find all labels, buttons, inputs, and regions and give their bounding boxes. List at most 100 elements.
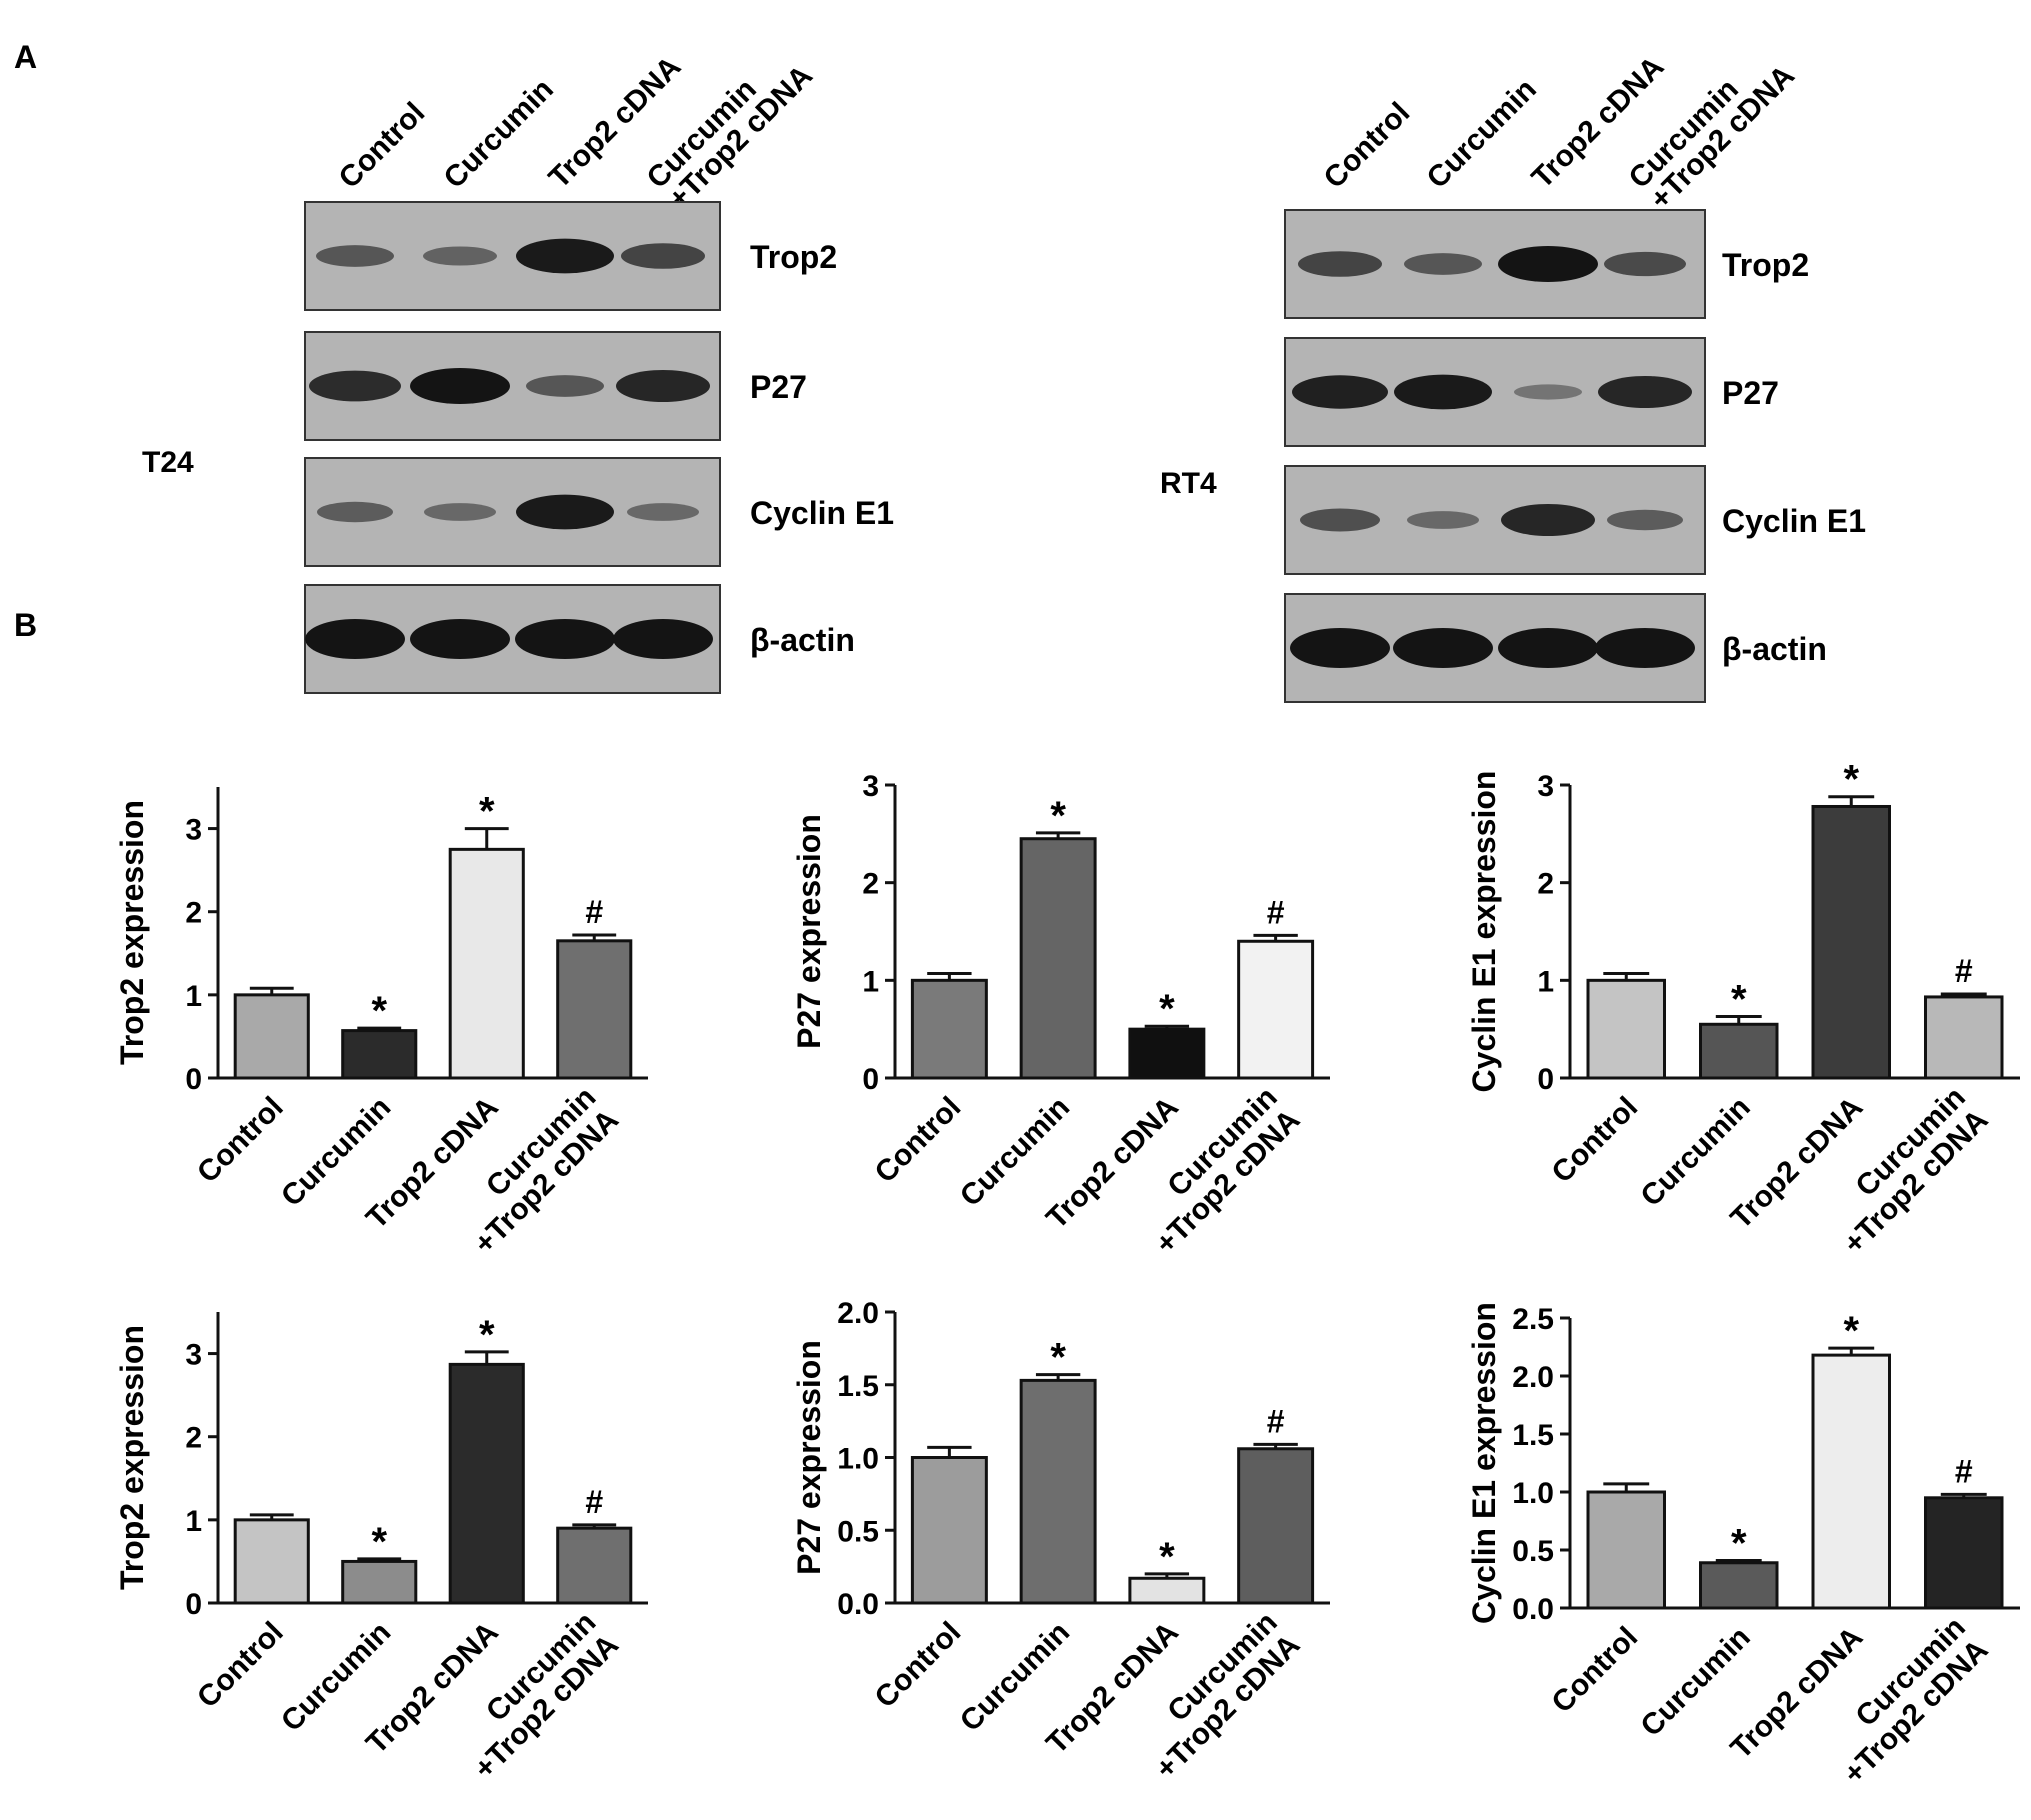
y-tick-label: 1: [862, 965, 879, 998]
blot-row-label: Trop2: [1722, 247, 1809, 283]
y-tick-label: 3: [862, 770, 879, 803]
significance-hash: #: [1267, 1403, 1285, 1439]
y-tick-label: 1.0: [837, 1443, 879, 1476]
blot-band: [410, 368, 510, 404]
blot-band: [526, 375, 604, 397]
blot-row-label: P27: [750, 369, 807, 405]
bar-curcumin: [341, 1559, 418, 1605]
bar-curcumin: [1699, 1022, 1779, 1080]
blot-band: [1393, 628, 1493, 668]
bar-control: [910, 978, 988, 1080]
y-tick-label: 0: [185, 1063, 202, 1096]
blot-strip-t24-p27: P27: [304, 331, 807, 441]
blot-row-label: Cyclin E1: [750, 495, 894, 531]
y-tick-label: 0.0: [837, 1588, 879, 1621]
significance-asterisk: *: [1731, 1521, 1747, 1565]
blot-strip-rt4-trop2: Trop2: [1284, 209, 1809, 319]
blot-row-label: Trop2: [750, 239, 837, 275]
blot-band: [1498, 628, 1598, 668]
y-tick-label: 0: [185, 1588, 202, 1621]
blot-band: [1292, 375, 1388, 409]
y-tick-label: 2: [1537, 868, 1554, 901]
blot-row-label: Cyclin E1: [1722, 503, 1866, 539]
panel-label-b: B: [14, 607, 37, 643]
blot-band: [1514, 384, 1582, 400]
significance-hash: #: [1267, 894, 1285, 930]
y-axis-label: Trop2 expression: [114, 1325, 150, 1590]
bar-control: [1586, 1490, 1666, 1610]
blot-strip-rt4-cyclin-e1: Cyclin E1: [1284, 465, 1866, 575]
blot-band: [1604, 251, 1686, 277]
blot-band: [1607, 509, 1683, 531]
bar-trop2-cdna: [1811, 804, 1891, 1080]
y-tick-label: 0: [1537, 1063, 1554, 1096]
y-tick-label: 0: [862, 1063, 879, 1096]
significance-asterisk: *: [479, 1313, 495, 1357]
significance-asterisk: *: [1843, 1309, 1859, 1353]
blot-band: [516, 238, 614, 274]
bar-curcumin-trop2-cdna: [1237, 939, 1315, 1080]
blot-strip-t24-trop2: Trop2: [304, 201, 837, 311]
y-tick-label: 1.0: [1512, 1477, 1554, 1510]
bar-trop2-cdna: [1128, 1027, 1206, 1080]
cell-line-label-t24: T24: [142, 446, 194, 479]
bar-curcumin: [1019, 1378, 1097, 1605]
cell-line-label-rt4: RT4: [1160, 467, 1217, 500]
blot-band: [515, 619, 615, 659]
significance-asterisk: *: [1159, 1535, 1175, 1579]
blot-band: [613, 619, 713, 659]
y-tick-label: 2.0: [1512, 1361, 1554, 1394]
bar-curcumin-trop2-cdna: [556, 1526, 633, 1605]
blot-band: [424, 503, 496, 521]
y-tick-label: 0.0: [1512, 1593, 1554, 1626]
bar-curcumin: [1699, 1561, 1779, 1610]
significance-asterisk: *: [1843, 758, 1859, 802]
blot-band: [317, 501, 393, 523]
bar-trop2-cdna: [1128, 1576, 1206, 1605]
y-tick-label: 2: [185, 897, 202, 930]
y-tick-label: 3: [185, 814, 202, 847]
blot-band: [1300, 508, 1380, 532]
significance-hash: #: [1955, 1453, 1973, 1489]
significance-asterisk: *: [1050, 794, 1066, 838]
blot-band: [1298, 251, 1382, 277]
y-axis-label: P27 expression: [791, 814, 827, 1049]
bar-trop2-cdna: [448, 847, 525, 1080]
significance-hash: #: [585, 894, 603, 930]
blot-band: [423, 246, 497, 266]
blot-band: [1501, 503, 1595, 537]
blot-band: [410, 619, 510, 659]
significance-hash: #: [585, 1484, 603, 1520]
bar-trop2-cdna: [448, 1362, 525, 1605]
significance-hash: #: [1955, 953, 1973, 989]
blot-band: [621, 243, 705, 269]
significance-asterisk: *: [1159, 987, 1175, 1031]
blot-row-label: β-actin: [750, 622, 855, 658]
y-tick-label: 1.5: [837, 1370, 879, 1403]
y-tick-label: 0.5: [1512, 1535, 1554, 1568]
y-tick-label: 0.5: [837, 1515, 879, 1548]
bar-curcumin-trop2-cdna: [556, 939, 633, 1080]
bar-curcumin: [1019, 837, 1097, 1080]
bar-control: [233, 993, 310, 1080]
blot-row-label: P27: [1722, 375, 1779, 411]
blot-band: [1394, 374, 1492, 410]
bar-control: [233, 1518, 310, 1605]
significance-asterisk: *: [1731, 977, 1747, 1021]
y-tick-label: 1.5: [1512, 1419, 1554, 1452]
y-tick-label: 2.0: [837, 1297, 879, 1330]
significance-asterisk: *: [371, 989, 387, 1033]
blot-row-label: β-actin: [1722, 631, 1827, 667]
y-tick-label: 2.5: [1512, 1303, 1554, 1336]
blot-strip-rt4-actin: β-actin: [1284, 593, 1827, 703]
bar-trop2-cdna: [1811, 1353, 1891, 1610]
blot-band: [1290, 628, 1390, 668]
blot-band: [516, 494, 614, 530]
bar-curcumin-trop2-cdna: [1924, 995, 2004, 1080]
y-axis-label: Cyclin E1 expression: [1466, 1302, 1502, 1624]
y-tick-label: 2: [185, 1422, 202, 1455]
blot-strip-t24-cyclin-e1: Cyclin E1: [304, 457, 894, 567]
bar-control: [1586, 978, 1666, 1080]
significance-asterisk: *: [371, 1520, 387, 1564]
